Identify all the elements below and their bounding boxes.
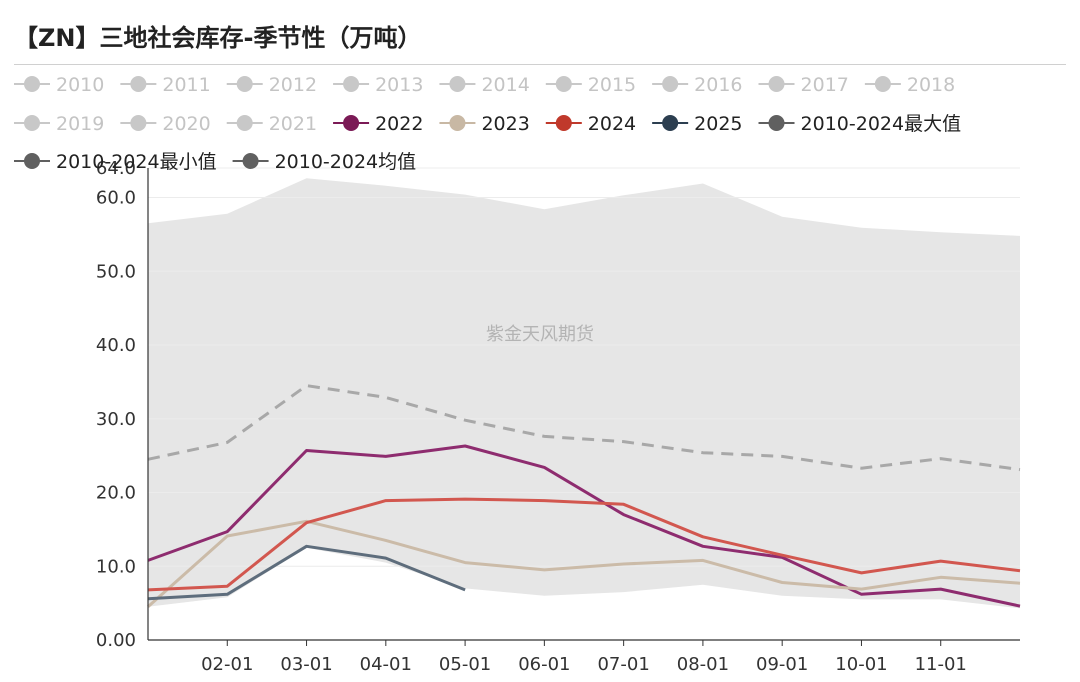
legend-label: 2010 [56, 74, 104, 96]
legend-label: 2020 [162, 113, 210, 135]
legend-label: 2015 [588, 74, 636, 96]
x-tick-label: 03-01 [280, 654, 332, 675]
legend-label: 2014 [481, 74, 529, 96]
legend-marker-icon [343, 76, 360, 92]
legend-item-2014[interactable]: 2014 [439, 74, 530, 96]
x-tick-label: 05-01 [439, 654, 491, 675]
axis-layer: 0.00 10.0 20.0 30.0 40.0 50.0 60.0 64.0 02-01 03-… [96, 158, 1020, 675]
legend-item-2025[interactable]: 2025 [652, 113, 743, 135]
y-tick-label: 30.0 [96, 409, 136, 430]
series-layer [147, 384, 1021, 608]
legend-item-2019[interactable]: 2019 [14, 113, 104, 135]
series-line-2010-2024均值 [147, 384, 1021, 472]
legend-marker-icon [449, 76, 466, 92]
y-tick-label: 64.0 [96, 158, 136, 179]
x-tick-label: 11-01 [915, 654, 967, 675]
legend-item-2010-2024最大值[interactable]: 2010-2024最大值 [758, 113, 962, 135]
legend-label: 2010-2024均值 [275, 151, 417, 173]
legend-label: 2022 [375, 113, 423, 135]
x-tick-label: 09-01 [756, 654, 808, 675]
chart-title: 【ZN】三地社会库存-季节性（万吨） [14, 24, 422, 52]
legend-label: 2011 [162, 74, 210, 96]
legend-item-2010-2024均值[interactable]: 2010-2024均值 [232, 151, 417, 173]
legend-label: 2016 [694, 74, 742, 96]
legend-marker-icon [768, 76, 785, 92]
legend-item-2020[interactable]: 2020 [120, 113, 211, 135]
legend[interactable]: 2010 2011 2012 2013 2014 2015 2016 2017 2018 2019… [14, 74, 961, 173]
min-max-band [148, 178, 1020, 609]
legend-label: 2010-2024最大值 [801, 113, 962, 135]
legend-marker-icon [236, 76, 253, 92]
legend-label: 2019 [56, 113, 104, 135]
x-tick-label: 07-01 [597, 654, 649, 675]
range-band-layer [148, 178, 1020, 609]
legend-marker-icon [24, 76, 40, 92]
legend-label: 2010-2024最小值 [56, 151, 217, 173]
y-tick-label: 10.0 [96, 556, 136, 577]
legend-marker-icon [874, 76, 891, 92]
legend-item-2013[interactable]: 2013 [333, 74, 423, 96]
legend-item-2021[interactable]: 2021 [226, 113, 317, 135]
legend-item-2017[interactable]: 2017 [758, 74, 849, 96]
legend-item-2016[interactable]: 2016 [652, 74, 743, 96]
x-tick-label: 04-01 [360, 654, 412, 675]
legend-item-2024[interactable]: 2024 [545, 113, 636, 135]
legend-marker-icon [130, 115, 147, 131]
series-line-2022 [147, 444, 1021, 608]
x-tick-label: 06-01 [518, 654, 570, 675]
legend-item-2022[interactable]: 2022 [333, 113, 423, 135]
legend-item-2010-2024最小值[interactable]: 2010-2024最小值 [14, 151, 217, 173]
legend-marker-icon [130, 76, 147, 92]
series-line-2025 [147, 544, 466, 601]
legend-marker-icon [343, 115, 360, 131]
legend-item-2011[interactable]: 2011 [120, 74, 211, 96]
legend-marker-icon [555, 76, 572, 92]
y-tick-label: 60.0 [96, 188, 136, 209]
y-tick-label: 50.0 [96, 261, 136, 282]
legend-label: 2025 [694, 113, 742, 135]
legend-marker-icon [24, 153, 40, 169]
x-tick-label: 08-01 [677, 654, 729, 675]
legend-marker-icon [662, 115, 679, 131]
legend-item-2023[interactable]: 2023 [439, 113, 530, 135]
legend-marker-icon [449, 115, 466, 131]
y-tick-label: 0.00 [96, 630, 136, 651]
x-tick-label: 10-01 [835, 654, 887, 675]
x-tick-label: 02-01 [201, 654, 253, 675]
legend-marker-icon [236, 115, 253, 131]
legend-label: 2018 [907, 74, 955, 96]
legend-marker-icon [662, 76, 679, 92]
y-tick-label: 40.0 [96, 335, 136, 356]
legend-item-2010[interactable]: 2010 [14, 74, 104, 96]
watermark: 紫金天风期货 [486, 324, 594, 345]
legend-marker-icon [24, 115, 40, 131]
legend-item-2018[interactable]: 2018 [864, 74, 955, 96]
legend-marker-icon [555, 115, 572, 131]
legend-label: 2017 [801, 74, 849, 96]
legend-label: 2023 [481, 113, 529, 135]
series-line-2024 [147, 497, 1021, 592]
legend-label: 2012 [269, 74, 317, 96]
legend-marker-icon [768, 115, 785, 131]
series-line-2023 [147, 519, 1021, 608]
legend-item-2012[interactable]: 2012 [226, 74, 317, 96]
legend-marker-icon [242, 153, 259, 169]
y-tick-label: 20.0 [96, 483, 136, 504]
legend-label: 2024 [588, 113, 636, 135]
legend-label: 2013 [375, 74, 423, 96]
legend-label: 2021 [269, 113, 317, 135]
legend-item-2015[interactable]: 2015 [545, 74, 636, 96]
title-divider [14, 64, 1066, 65]
